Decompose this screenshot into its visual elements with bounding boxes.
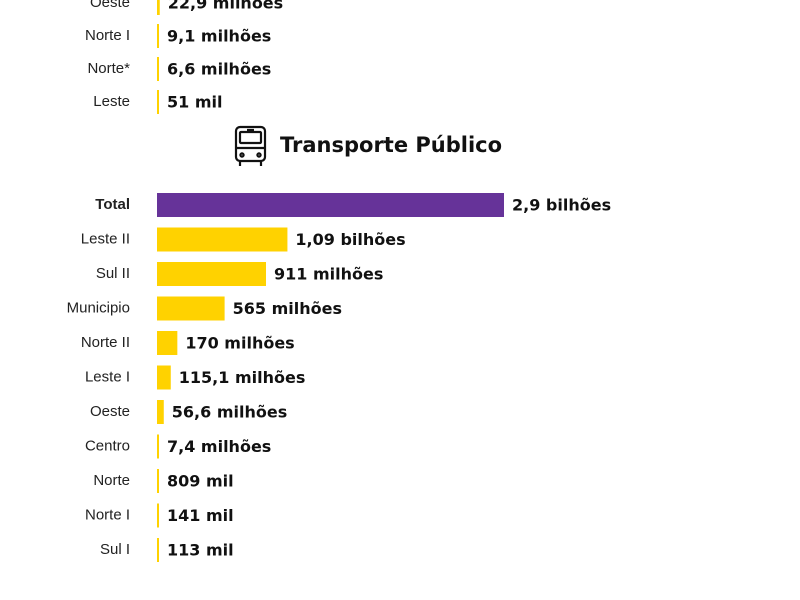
category-label: Centro [85, 437, 130, 454]
value-label: 809 mil [167, 472, 234, 491]
bar [157, 90, 159, 114]
category-label: Leste [93, 93, 130, 110]
bar [157, 262, 267, 286]
category-label: Sul II [96, 265, 130, 282]
value-label: 170 milhões [185, 334, 294, 353]
category-label: Sul I [100, 541, 130, 558]
value-label: 56,6 milhões [172, 403, 287, 422]
bar [157, 538, 159, 562]
value-label: 51 mil [167, 93, 222, 112]
category-label: Norte [93, 472, 130, 489]
bar [157, 57, 159, 81]
value-label: 9,1 milhões [167, 27, 271, 46]
value-label: 7,4 milhões [167, 437, 271, 456]
category-label: Oeste [90, 0, 130, 11]
bar [157, 193, 504, 217]
category-label: Norte* [87, 60, 130, 77]
bar [157, 503, 159, 528]
bar [157, 24, 159, 48]
category-label: Total [95, 196, 130, 213]
value-label: 113 mil [167, 541, 234, 560]
bar [157, 296, 225, 321]
category-label: Leste I [85, 368, 130, 385]
category-label: Norte I [85, 27, 130, 44]
bar [157, 331, 178, 355]
category-label: Leste II [81, 230, 130, 247]
bar [157, 400, 164, 424]
value-label: 115,1 milhões [179, 368, 306, 387]
value-label: 911 milhões [274, 265, 383, 284]
category-label: Norte I [85, 506, 130, 523]
category-label: Norte II [81, 334, 130, 351]
bus-icon [234, 125, 267, 166]
value-label: 141 mil [167, 506, 234, 525]
bar [157, 469, 159, 493]
value-label: 1,09 bilhões [295, 230, 405, 249]
bar [157, 227, 288, 252]
value-label: 565 milhões [233, 299, 342, 318]
value-label: 2,9 bilhões [512, 196, 611, 215]
category-label: Municipio [67, 299, 130, 316]
bar [157, 365, 171, 390]
category-label: Oeste [90, 403, 130, 420]
bar [157, 434, 159, 459]
value-label: 22,9 milhões [168, 0, 283, 13]
section-title: Transporte Público [280, 133, 502, 157]
value-label: 6,6 milhões [167, 60, 271, 79]
bar [157, 0, 160, 15]
